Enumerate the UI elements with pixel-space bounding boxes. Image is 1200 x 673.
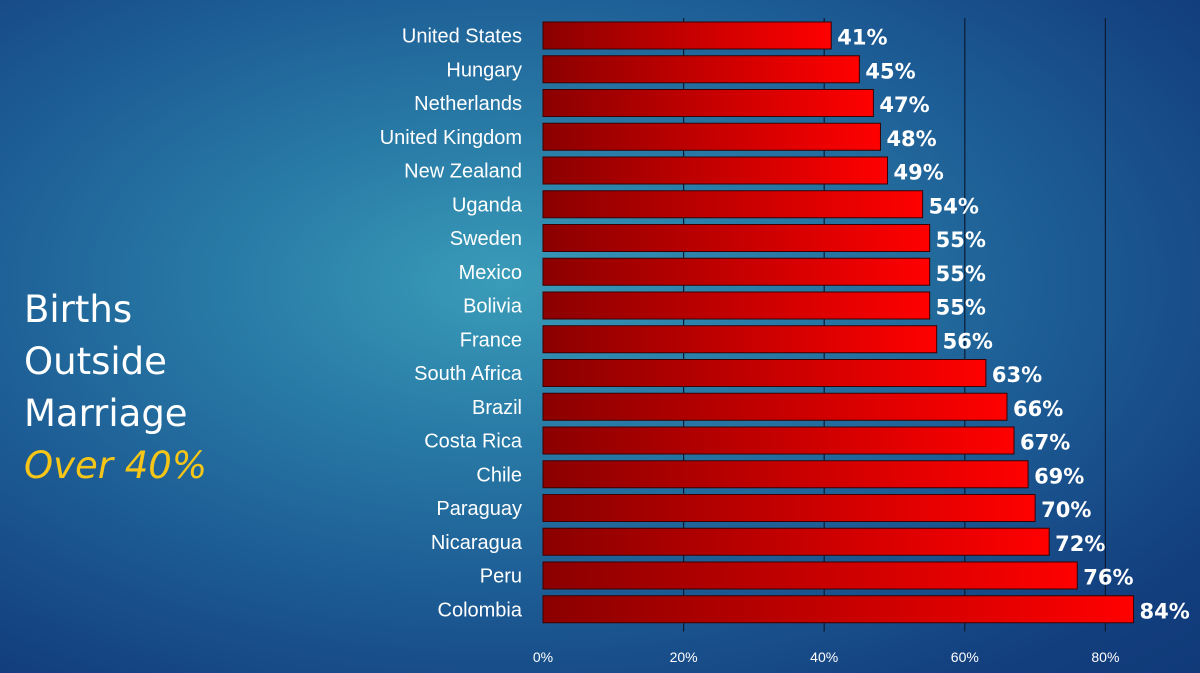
bar-4 bbox=[542, 156, 888, 185]
category-label: Paraguay bbox=[436, 498, 522, 520]
category-label: Chile bbox=[476, 464, 522, 486]
bar-17 bbox=[542, 595, 1135, 624]
category-label: Hungary bbox=[446, 59, 522, 81]
category-label: France bbox=[460, 329, 522, 351]
category-label: Brazil bbox=[472, 397, 522, 419]
bar-13 bbox=[542, 460, 1029, 489]
data-label: 49% bbox=[893, 161, 943, 185]
title-line-1: Births bbox=[24, 288, 133, 331]
category-label: Nicaragua bbox=[431, 532, 523, 554]
bar-2 bbox=[542, 89, 874, 117]
x-tick-label: 0% bbox=[533, 649, 553, 665]
title-line-2: Outside bbox=[24, 340, 167, 383]
data-label: 54% bbox=[929, 194, 979, 218]
bar-5 bbox=[542, 190, 924, 219]
chart-subtitle: Over 40% bbox=[24, 444, 207, 487]
title-line-3: Marriage bbox=[24, 392, 188, 435]
category-label: Uganda bbox=[452, 194, 523, 216]
data-label: 66% bbox=[1013, 397, 1063, 421]
data-label: 76% bbox=[1083, 566, 1133, 590]
category-label: Costa Rica bbox=[424, 431, 523, 453]
data-label: 48% bbox=[886, 127, 936, 151]
data-label: 63% bbox=[992, 363, 1042, 387]
category-label: Bolivia bbox=[463, 296, 523, 318]
data-label: 72% bbox=[1055, 532, 1105, 556]
category-label: United Kingdom bbox=[380, 127, 522, 149]
data-label: 45% bbox=[865, 59, 915, 83]
bar-16 bbox=[542, 561, 1078, 590]
data-label: 55% bbox=[936, 262, 986, 286]
chart-title-block: Births Outside Marriage Over 40% bbox=[24, 284, 207, 492]
category-label: Netherlands bbox=[414, 93, 522, 115]
bar-0 bbox=[542, 21, 832, 50]
data-label: 70% bbox=[1041, 498, 1091, 522]
bar-6 bbox=[542, 224, 931, 252]
data-label: 55% bbox=[936, 296, 986, 320]
data-label: 47% bbox=[879, 93, 929, 117]
data-label: 67% bbox=[1020, 431, 1070, 455]
x-tick-label: 40% bbox=[810, 649, 838, 665]
data-label: 84% bbox=[1140, 599, 1190, 623]
category-label: Colombia bbox=[438, 599, 523, 621]
category-label: Peru bbox=[480, 566, 522, 588]
bar-1 bbox=[542, 55, 860, 84]
data-label: 41% bbox=[837, 26, 887, 50]
category-label: South Africa bbox=[414, 363, 523, 385]
x-tick-label: 60% bbox=[951, 649, 979, 665]
bar-10 bbox=[542, 359, 987, 387]
bar-3 bbox=[542, 122, 881, 151]
x-tick-label: 20% bbox=[670, 649, 698, 665]
category-label: Mexico bbox=[459, 262, 522, 284]
bar-9 bbox=[542, 325, 938, 354]
bar-11 bbox=[542, 392, 1008, 421]
bar-7 bbox=[542, 257, 931, 286]
bars bbox=[542, 21, 1135, 624]
category-label: United States bbox=[402, 26, 522, 48]
category-label: Sweden bbox=[450, 228, 522, 250]
bar-15 bbox=[542, 527, 1050, 556]
data-label: 55% bbox=[936, 228, 986, 252]
category-label: New Zealand bbox=[404, 161, 522, 183]
bar-8 bbox=[542, 291, 931, 320]
data-label: 69% bbox=[1034, 464, 1084, 488]
labels: United States 41% Hungary 45% Netherlands 47%… bbox=[380, 26, 1190, 666]
bar-14 bbox=[542, 494, 1036, 522]
data-label: 56% bbox=[943, 329, 993, 353]
bar-12 bbox=[542, 426, 1015, 455]
x-tick-label: 80% bbox=[1091, 649, 1119, 665]
